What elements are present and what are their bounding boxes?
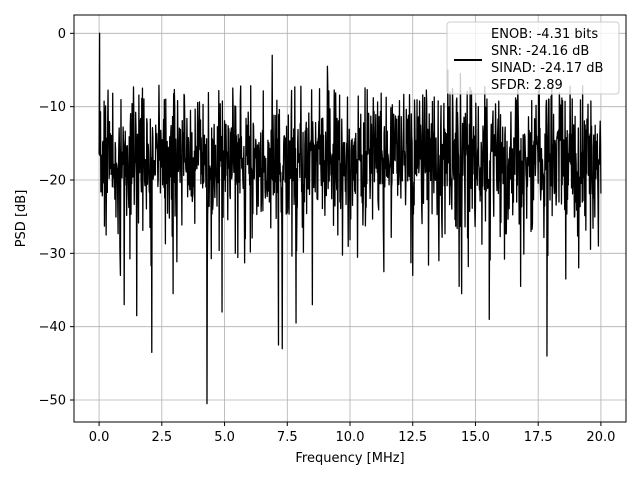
x-tick-label-5: 12.5	[398, 430, 427, 445]
x-tick-label-3: 7.5	[277, 430, 298, 445]
x-tick-label-6: 15.0	[461, 430, 490, 445]
y-tick-label-2: −20	[39, 174, 66, 189]
x-tick-label-8: 20.0	[586, 430, 615, 445]
y-tick-label-4: −40	[39, 320, 66, 335]
x-tick-label-0: 0.0	[89, 430, 110, 445]
y-axis-label: PSD [dB]	[14, 190, 29, 248]
legend-enob: ENOB: -4.31 bits	[491, 27, 598, 42]
x-tick-label-7: 17.5	[524, 430, 553, 445]
legend-sfdr: SFDR: 2.89	[491, 78, 563, 93]
x-tick-label-1: 2.5	[151, 430, 172, 445]
x-tick-label-4: 10.0	[336, 430, 365, 445]
x-axis-label: Frequency [MHz]	[295, 451, 404, 466]
psd-series	[98, 32, 602, 405]
psd-line	[98, 32, 602, 405]
y-tick-label-5: −50	[39, 394, 66, 409]
y-tick-label-0: 0	[58, 27, 66, 42]
legend-sinad: SINAD: -24.17 dB	[491, 61, 603, 76]
y-axis-ticks: 0 −10 −20 −30 −40 −50	[39, 27, 74, 409]
legend: ENOB: -4.31 bits SNR: -24.16 dB SINAD: -…	[446, 21, 620, 95]
x-axis-ticks: 0.0 2.5 5.0 7.5 10.0 12.5 15.0 17.5 20.0	[89, 422, 615, 445]
legend-box	[446, 21, 620, 95]
legend-snr: SNR: -24.16 dB	[491, 44, 589, 59]
y-tick-label-1: −10	[39, 100, 66, 115]
x-tick-label-2: 5.0	[214, 430, 235, 445]
y-tick-label-3: −30	[39, 247, 66, 262]
